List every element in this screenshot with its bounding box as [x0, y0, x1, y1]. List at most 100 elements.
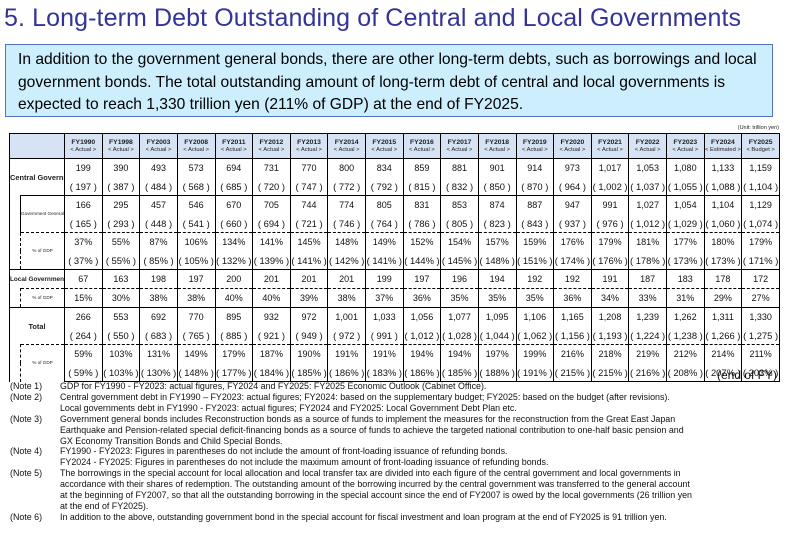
table-cell: 35% — [477, 288, 517, 308]
table-cell: ( 885 ) — [214, 326, 254, 345]
table-cell: 196 — [440, 269, 479, 289]
note-line: GX Economy Transition Bonds and Child Sp… — [60, 435, 283, 446]
row-label-local-pct-gdp: % of GDP — [20, 288, 65, 308]
column-header: FY2016 < Actual > — [402, 133, 442, 159]
column-fy: FY2018 — [485, 138, 510, 146]
column-header: FY2019 < Actual > — [515, 133, 555, 159]
note-line: Earthquake and Pension-related special d… — [60, 424, 684, 435]
table-cell: 106% — [176, 232, 216, 251]
table-row: ( 165 )( 293 )( 448 )( 541 )( 660 )( 694… — [10, 214, 780, 233]
note-line: In addition to the above, outstanding go… — [60, 511, 667, 522]
table-cell: ( 1,193 ) — [590, 326, 630, 345]
table-cell: 457 — [139, 195, 178, 214]
note-item: (Note 1) GDP for FY1990 - FY2023: actual … — [10, 381, 785, 392]
table-cell: 192 — [553, 269, 592, 289]
column-status: < Actual > — [672, 146, 699, 153]
table-row: Local Governments 67 163 198 197 200 201 201 201… — [9, 269, 780, 289]
table-cell: ( 1,055 ) — [666, 177, 705, 196]
column-header: FY2018 < Actual > — [477, 133, 517, 159]
table-cell: ( 823 ) — [477, 214, 517, 233]
note-label: (Note 1) — [10, 381, 43, 391]
table-cell: ( 1,156 ) — [553, 326, 592, 345]
table-cell: ( 976 ) — [590, 214, 630, 233]
note-line: Central government debt in FY1990 – FY20… — [60, 391, 670, 402]
indent-spacer — [9, 344, 21, 382]
table-cell: 932 — [252, 307, 291, 326]
table-cell: 177% — [666, 232, 705, 251]
table-cell: ( 208% ) — [666, 363, 705, 382]
table-cell: 914 — [515, 158, 555, 177]
table-cell: 38% — [139, 288, 178, 308]
note-label: (Note 5) — [10, 468, 43, 479]
table-cell: 219% — [628, 344, 667, 363]
table-cell: ( 191% ) — [515, 363, 555, 382]
column-status: < Actual > — [296, 146, 322, 153]
table-cell: ( 1,012 ) — [402, 326, 442, 345]
table-cell: 895 — [214, 307, 254, 326]
table-cell: ( 59% ) — [64, 363, 103, 382]
table-cell: 131% — [139, 344, 178, 363]
table-cell: 180% — [703, 232, 743, 251]
table-cell: 40% — [252, 288, 291, 308]
table-cell: 198 — [139, 269, 178, 289]
table-cell: ( 293 ) — [101, 214, 141, 233]
table-cell: ( 1,266 ) — [703, 326, 743, 345]
table-cell: 881 — [440, 158, 479, 177]
table-cell: 187% — [252, 344, 291, 363]
column-status: < Budget > — [746, 146, 775, 153]
table-cell: 1,001 — [327, 307, 366, 326]
table-row: ( 37% )( 55% )( 85% )( 105% )( 132% )( 1… — [10, 251, 780, 270]
column-fy: FY2012 — [259, 138, 284, 146]
table-cell: 178 — [703, 269, 743, 289]
table-cell: 774 — [327, 195, 366, 214]
table-cell: 194% — [402, 344, 442, 363]
note-text: FY1990 - FY2023: Figures in parentheses … — [60, 446, 785, 468]
note-label: (Note 4) — [10, 446, 43, 457]
table-cell: ( 764 ) — [365, 214, 404, 233]
column-status: < Actual > — [258, 146, 285, 153]
page-title: 5. Long-term Debt Outstanding of Central… — [4, 4, 742, 32]
table-cell: ( 1,012 ) — [628, 214, 667, 233]
table-cell: ( 964 ) — [553, 177, 592, 196]
column-header: FY2015 < Actual > — [365, 133, 404, 159]
table-row: Central Government1993904935736947317708… — [9, 158, 780, 196]
table-cell: 295 — [101, 195, 141, 214]
table-cell: 37% — [64, 232, 103, 251]
table-cell: ( 660 ) — [214, 214, 254, 233]
table-cell: ( 144% ) — [402, 251, 442, 270]
table-cell: 991 — [590, 195, 630, 214]
column-status: < Actual > — [409, 146, 435, 153]
table-cell: 15% — [64, 288, 103, 308]
table-cell: 38% — [176, 288, 216, 308]
table-cell: ( 197 ) — [64, 177, 103, 196]
table-cell: ( 183% ) — [365, 363, 404, 382]
table-cell: ( 720 ) — [252, 177, 291, 196]
table-cell: ( 185% ) — [440, 363, 479, 382]
column-fy: FY2011 — [222, 138, 246, 146]
column-status: < Actual > — [333, 146, 360, 153]
row-label-central-government: Central Government — [9, 158, 65, 196]
column-status: < Actual > — [220, 146, 247, 153]
table-cell: 199 — [64, 158, 103, 177]
table-cell: 947 — [553, 195, 592, 214]
table-cell: 197% — [477, 344, 517, 363]
table-cell: 887 — [515, 195, 555, 214]
table-cell: 134% — [214, 232, 254, 251]
table-cell: 192 — [515, 269, 555, 289]
table-cell: ( 746 ) — [327, 214, 366, 233]
table-cell: 1,106 — [515, 307, 555, 326]
row-label-government-general-bonds: Government General Bonds — [20, 195, 65, 233]
table-cell: ( 448 ) — [139, 214, 178, 233]
column-header: FY2024 < Estimated > — [703, 133, 743, 159]
column-fy: FY2020 — [560, 138, 585, 146]
table-cell: 1,165 — [553, 307, 592, 326]
table-cell: 163 — [101, 269, 141, 289]
table-cell: 853 — [440, 195, 479, 214]
column-status: < Actual > — [597, 146, 623, 153]
note-item: (Note 5) The borrowings in the special ac… — [10, 468, 785, 512]
table-cell: ( 1,275 ) — [741, 326, 780, 345]
column-fy: FY2003 — [146, 138, 171, 146]
table-cell: ( 1,074 ) — [741, 214, 780, 233]
table-cell: ( 484 ) — [139, 177, 178, 196]
table-cell: ( 186% ) — [327, 363, 366, 382]
